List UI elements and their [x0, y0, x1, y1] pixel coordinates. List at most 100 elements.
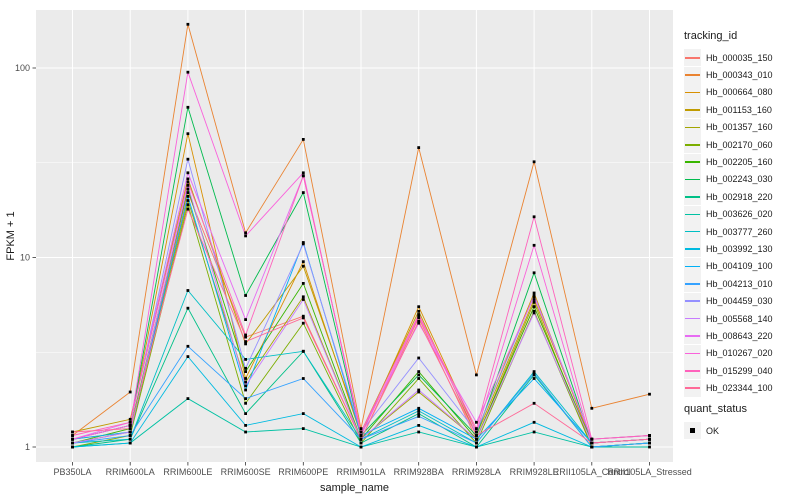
legend-item: Hb_002243_030: [684, 170, 773, 188]
data-point: [128, 441, 132, 445]
series-color-key-icon: [684, 49, 701, 67]
tracking-id-legend-title: tracking_id: [684, 30, 738, 42]
data-point: [186, 132, 190, 136]
data-point: [532, 377, 536, 380]
data-point: [128, 420, 132, 424]
data-point: [301, 264, 305, 268]
data-point: [186, 207, 190, 211]
series-color-key-icon: [684, 101, 701, 119]
x-tick-label: RRIM600LE: [163, 467, 212, 477]
x-tick-label: PB350LA: [53, 467, 91, 477]
series-color-key-icon: [684, 188, 701, 206]
data-point: [301, 321, 305, 325]
data-point: [417, 370, 421, 373]
x-tick-label: RRIM901LA: [336, 467, 385, 477]
legend-item: Hb_004459_030: [684, 292, 773, 310]
data-point: [532, 160, 536, 164]
data-point: [648, 441, 651, 445]
data-point: [417, 415, 421, 418]
series-color-key-icon: [684, 379, 701, 397]
data-point: [128, 390, 132, 394]
legend-item-label: Hb_010267_020: [706, 348, 773, 359]
legend-item-label: Hb_023344_100: [706, 383, 773, 394]
data-point: [244, 231, 247, 235]
data-point: [532, 215, 536, 219]
series-color-key-icon: [684, 118, 701, 136]
data-point: [186, 344, 190, 348]
series-color-key-icon: [684, 275, 701, 293]
data-point: [128, 430, 132, 434]
x-tick-label: RRII105LA_Stressed: [607, 467, 692, 477]
legend-item-label: Hb_000664_080: [706, 87, 773, 98]
data-point: [648, 434, 651, 437]
data-point: [417, 305, 421, 309]
legend-item-label: Hb_002205_160: [706, 157, 773, 168]
data-point: [71, 434, 74, 437]
data-point: [532, 243, 536, 247]
data-point: [244, 397, 247, 400]
legend-item-label: Hb_001153_160: [706, 104, 772, 115]
data-point: [186, 22, 190, 26]
tracking-id-legend: tracking_id Hb_000035_150 Hb_000343_010 Hb…: [684, 30, 773, 397]
data-point: [532, 309, 536, 313]
data-point: [244, 430, 247, 434]
series-color-key-icon: [684, 83, 701, 101]
data-point: [301, 427, 305, 430]
series-color-key-icon: [684, 292, 701, 310]
data-point: [532, 420, 536, 424]
data-point: [244, 380, 247, 384]
series-color-key-icon: [684, 310, 701, 328]
data-point: [359, 437, 363, 441]
quant-status-legend: quant_status OK: [684, 403, 747, 440]
legend-item: Hb_015299_040: [684, 362, 773, 380]
x-tick-label: RRIM928LE: [510, 467, 559, 477]
data-point: [301, 349, 305, 353]
legend-item-label: Hb_002918_220: [706, 191, 773, 202]
data-point: [244, 333, 247, 337]
series-color-key-icon: [684, 240, 701, 258]
data-point: [186, 105, 190, 109]
y-tick-label: 1: [25, 442, 30, 452]
legend-item: Hb_002170_060: [684, 136, 773, 154]
data-point: [359, 445, 363, 449]
quant-status-legend-title: quant_status: [684, 403, 747, 415]
data-point: [244, 384, 247, 388]
series-color-key-icon: [684, 153, 701, 171]
legend-item: Hb_003777_260: [684, 223, 773, 241]
data-point: [417, 409, 421, 413]
legend-item-label: Hb_004109_100: [706, 261, 773, 272]
legend-item: Hb_010267_020: [684, 344, 773, 362]
data-point: [532, 371, 536, 375]
data-point: [475, 434, 478, 437]
data-point: [590, 406, 594, 410]
data-point: [128, 424, 132, 427]
data-point: [71, 445, 74, 449]
data-point: [186, 177, 190, 181]
x-axis-title: sample_name: [320, 482, 389, 494]
data-point: [301, 174, 305, 178]
data-point: [186, 157, 190, 161]
series-color-key-icon: [684, 223, 701, 241]
data-point: [128, 427, 132, 430]
data-point: [532, 430, 536, 434]
x-tick-label: RRIM600SE: [221, 467, 271, 477]
data-point: [301, 282, 305, 285]
y-tick-label: 10: [20, 253, 30, 263]
legend-item-label: Hb_004459_030: [706, 296, 773, 307]
data-point: [244, 401, 247, 405]
legend-item-ok: OK: [684, 422, 747, 440]
data-point: [301, 242, 305, 246]
data-point: [244, 294, 247, 297]
data-point: [532, 295, 536, 299]
data-point: [417, 406, 421, 410]
data-point: [532, 298, 536, 301]
data-point: [475, 420, 478, 424]
data-point: [359, 434, 363, 437]
data-point: [244, 370, 247, 373]
legend-item-label: Hb_002170_060: [706, 139, 773, 150]
data-point: [590, 445, 594, 449]
data-point: [417, 146, 421, 149]
series-color-key-icon: [684, 205, 701, 223]
